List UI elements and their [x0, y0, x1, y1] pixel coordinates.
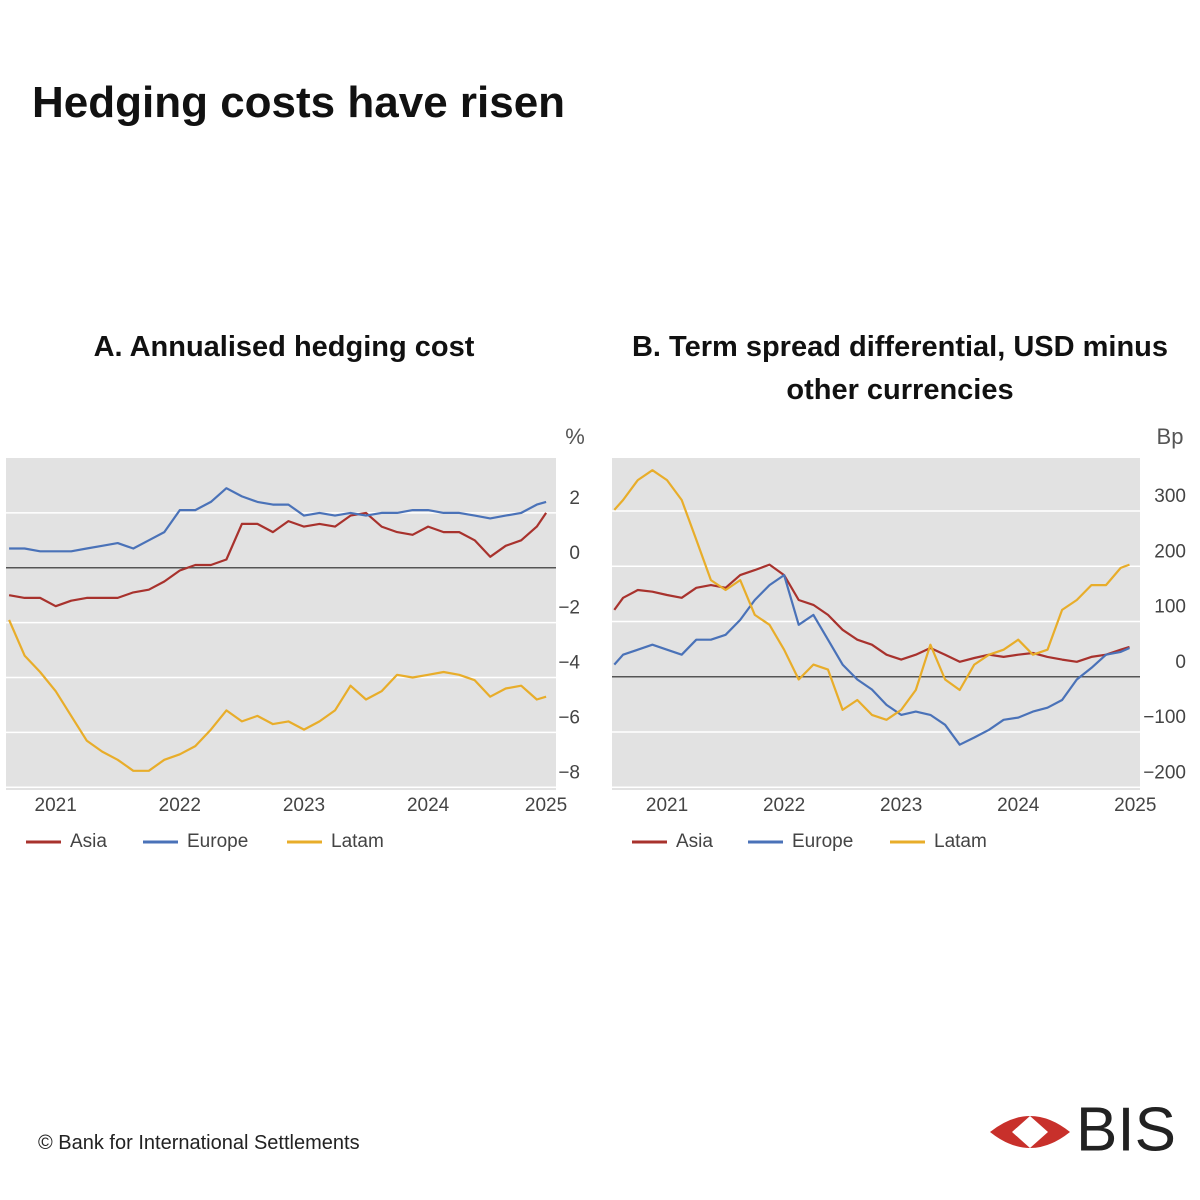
- x-tick-label: 2022: [159, 795, 201, 816]
- y-tick-label: −6: [558, 707, 580, 728]
- legend-label: Asia: [70, 831, 107, 852]
- series-line: [613, 469, 1130, 721]
- x-tick-label: 2021: [646, 795, 688, 816]
- chart-a-title: A. Annualised hedging cost: [93, 331, 475, 363]
- legend-label: Europe: [187, 831, 248, 852]
- y-tick-label: −200: [1143, 762, 1186, 783]
- series-line: [8, 619, 547, 772]
- y-tick-label: −2: [558, 598, 580, 619]
- y-axis-unit: %: [565, 424, 585, 449]
- x-tick-label: 2023: [880, 795, 922, 816]
- page-title: Hedging costs have risen: [32, 78, 566, 127]
- series-line: [613, 574, 1130, 746]
- plot-area: [612, 458, 1140, 790]
- y-tick-label: 0: [1175, 652, 1186, 673]
- series-line: [8, 511, 548, 608]
- series-line: [9, 487, 547, 553]
- y-tick-label: −4: [558, 653, 580, 674]
- x-tick-label: 2021: [35, 795, 77, 816]
- legend-label: Europe: [792, 831, 853, 852]
- footer: © Bank for International Settlements: [38, 1132, 360, 1154]
- bis-logo: BIS: [990, 1095, 1176, 1164]
- y-tick-label: 300: [1154, 486, 1186, 507]
- x-tick-label: 2023: [283, 795, 325, 816]
- y-tick-label: 200: [1154, 541, 1186, 562]
- y-tick-label: −100: [1143, 707, 1186, 728]
- x-tick-label: 2022: [763, 795, 805, 816]
- y-tick-label: 2: [569, 488, 580, 509]
- y-axis-unit: Bp: [1157, 424, 1184, 449]
- logo-diamond: [1012, 1116, 1048, 1148]
- chart-b-title: B. Term spread differential, USD minus o…: [631, 331, 1169, 406]
- x-tick-label: 2025: [1114, 795, 1156, 816]
- x-tick-label: 2024: [407, 795, 450, 816]
- x-tick-label: 2025: [525, 795, 567, 816]
- y-tick-label: 0: [569, 543, 580, 564]
- series-line: [613, 563, 1130, 663]
- plot-area: [6, 458, 556, 790]
- legend-label: Latam: [934, 831, 987, 852]
- logo-text: BIS: [1076, 1095, 1176, 1164]
- y-tick-label: −8: [558, 762, 580, 783]
- x-tick-label: 2024: [997, 795, 1040, 816]
- y-tick-label: 100: [1154, 597, 1186, 618]
- legend-label: Latam: [331, 831, 384, 852]
- legend-label: Asia: [676, 831, 713, 852]
